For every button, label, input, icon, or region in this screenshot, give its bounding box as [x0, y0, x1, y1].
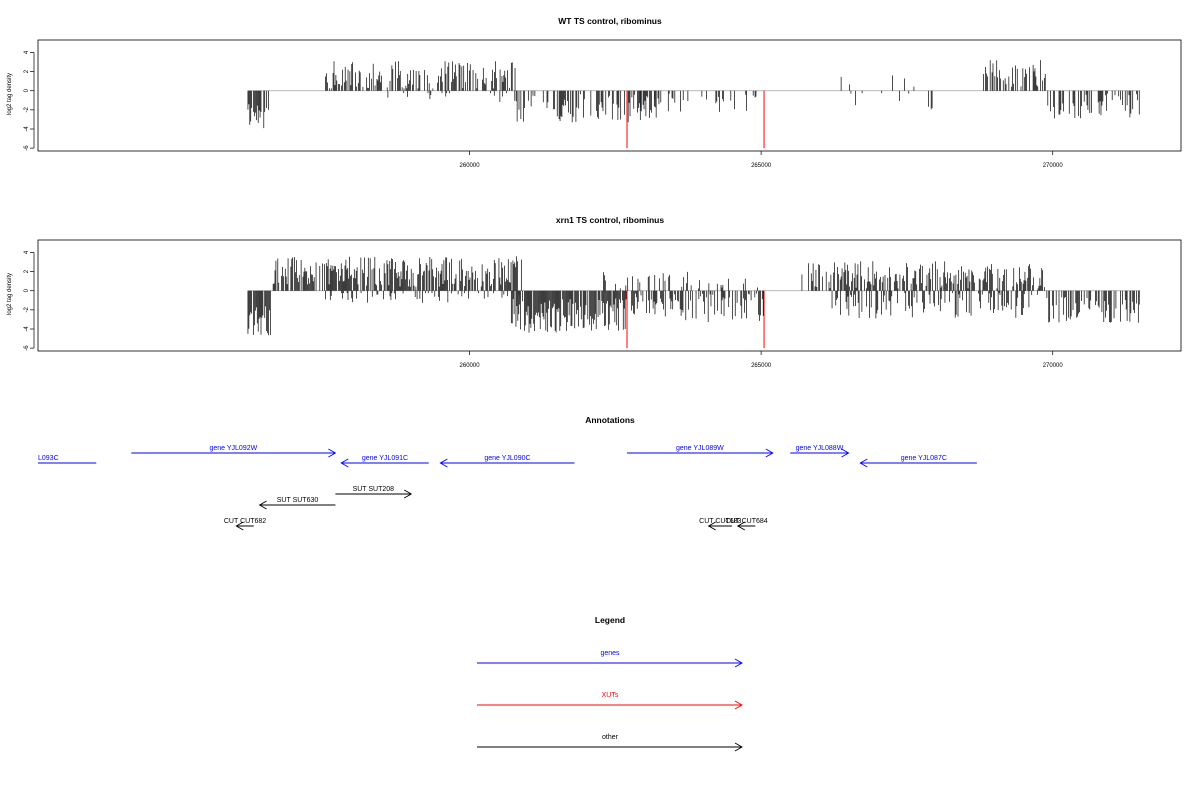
y-tick-label: 0	[24, 88, 30, 92]
x-tick-label: 270000	[1043, 363, 1064, 369]
feature-label: gene YJL089W	[676, 445, 724, 452]
legend-entries: genes XUTs other	[477, 650, 743, 752]
feature-arrowhead	[707, 521, 716, 531]
feature-label: CUT CUT683	[699, 518, 741, 525]
feature-arrowhead	[328, 448, 337, 458]
feature-arrowhead	[439, 458, 448, 468]
feature-label: CUT CUT684	[725, 518, 767, 525]
bars-wt	[247, 60, 1141, 149]
y-tick-label: -2	[24, 307, 30, 313]
axes-wt: 4 2 0 -2 -4 -6 260000 265000 270000	[24, 50, 1063, 169]
y-tick-label: -2	[24, 107, 30, 113]
legend: Legend genes XUTs other	[477, 615, 743, 752]
y-tick-label: -6	[24, 145, 30, 151]
y-tick-label: 4	[24, 50, 30, 54]
legend-title: Legend	[595, 615, 625, 625]
legend-arrowhead	[734, 700, 743, 710]
y-tick-label: -6	[24, 345, 30, 351]
y-tick-label: 2	[24, 69, 30, 73]
y-tick-label: 2	[24, 269, 30, 273]
feature-label: CUT CUT682	[224, 518, 266, 525]
feature-label: L093C	[38, 455, 59, 462]
feature-arrowhead	[404, 489, 413, 499]
feature-label: gene YJL088W	[796, 445, 844, 452]
wt-density-panel: WT TS control, ribominus log2 tag densit…	[7, 16, 1182, 169]
y-tick-label: -4	[24, 126, 30, 132]
feature-label: gene YJL090C	[484, 455, 530, 462]
y-tick-label: 4	[24, 250, 30, 254]
feature-arrowhead	[736, 521, 746, 531]
feature-arrowhead	[859, 458, 868, 468]
y-axis-label-wt: log2 tag density	[7, 73, 13, 115]
legend-label: XUTs	[602, 692, 619, 699]
x-tick-label: 270000	[1043, 163, 1064, 169]
y-tick-label: -4	[24, 326, 30, 332]
feature-label: gene YJL092W	[209, 445, 257, 452]
legend-label: other	[602, 734, 619, 741]
annotations-track: Annotations L093C gene YJL092W gene YJL091…	[38, 415, 977, 531]
annotation-features: L093C gene YJL092W gene YJL091C gene YJL090…	[38, 445, 977, 531]
feature-arrowhead	[235, 521, 244, 531]
legend-arrowhead	[734, 742, 743, 752]
y-tick-label: 0	[24, 288, 30, 292]
y-axis-label-xrn1: log2 tag density	[7, 273, 13, 315]
x-tick-label: 265000	[751, 363, 772, 369]
xrn1-density-panel: xrn1 TS control, ribominus log2 tag dens…	[7, 215, 1182, 369]
feature-label: SUT SUT208	[353, 486, 395, 493]
x-tick-label: 265000	[751, 163, 772, 169]
feature-label: gene YJL087C	[901, 455, 947, 462]
feature-arrowhead	[340, 458, 349, 468]
bars-xrn1	[247, 256, 1141, 349]
x-tick-label: 260000	[460, 363, 481, 369]
plot-frame-wt	[37, 39, 1182, 152]
legend-arrowhead	[734, 658, 743, 668]
axes-xrn1: 4 2 0 -2 -4 -6 260000 265000 270000	[24, 250, 1063, 369]
feature-label: gene YJL091C	[362, 455, 408, 462]
feature-arrowhead	[258, 500, 267, 510]
feature-label: SUT SUT630	[277, 497, 319, 504]
annotations-title: Annotations	[585, 415, 635, 425]
panel-title-wt: WT TS control, ribominus	[558, 16, 662, 26]
plot-frame-xrn1	[37, 239, 1182, 352]
x-tick-label: 260000	[460, 163, 481, 169]
feature-arrowhead	[841, 448, 850, 458]
legend-label: genes	[600, 650, 620, 657]
panel-title-xrn1: xrn1 TS control, ribominus	[556, 215, 664, 225]
feature-arrowhead	[765, 448, 774, 458]
